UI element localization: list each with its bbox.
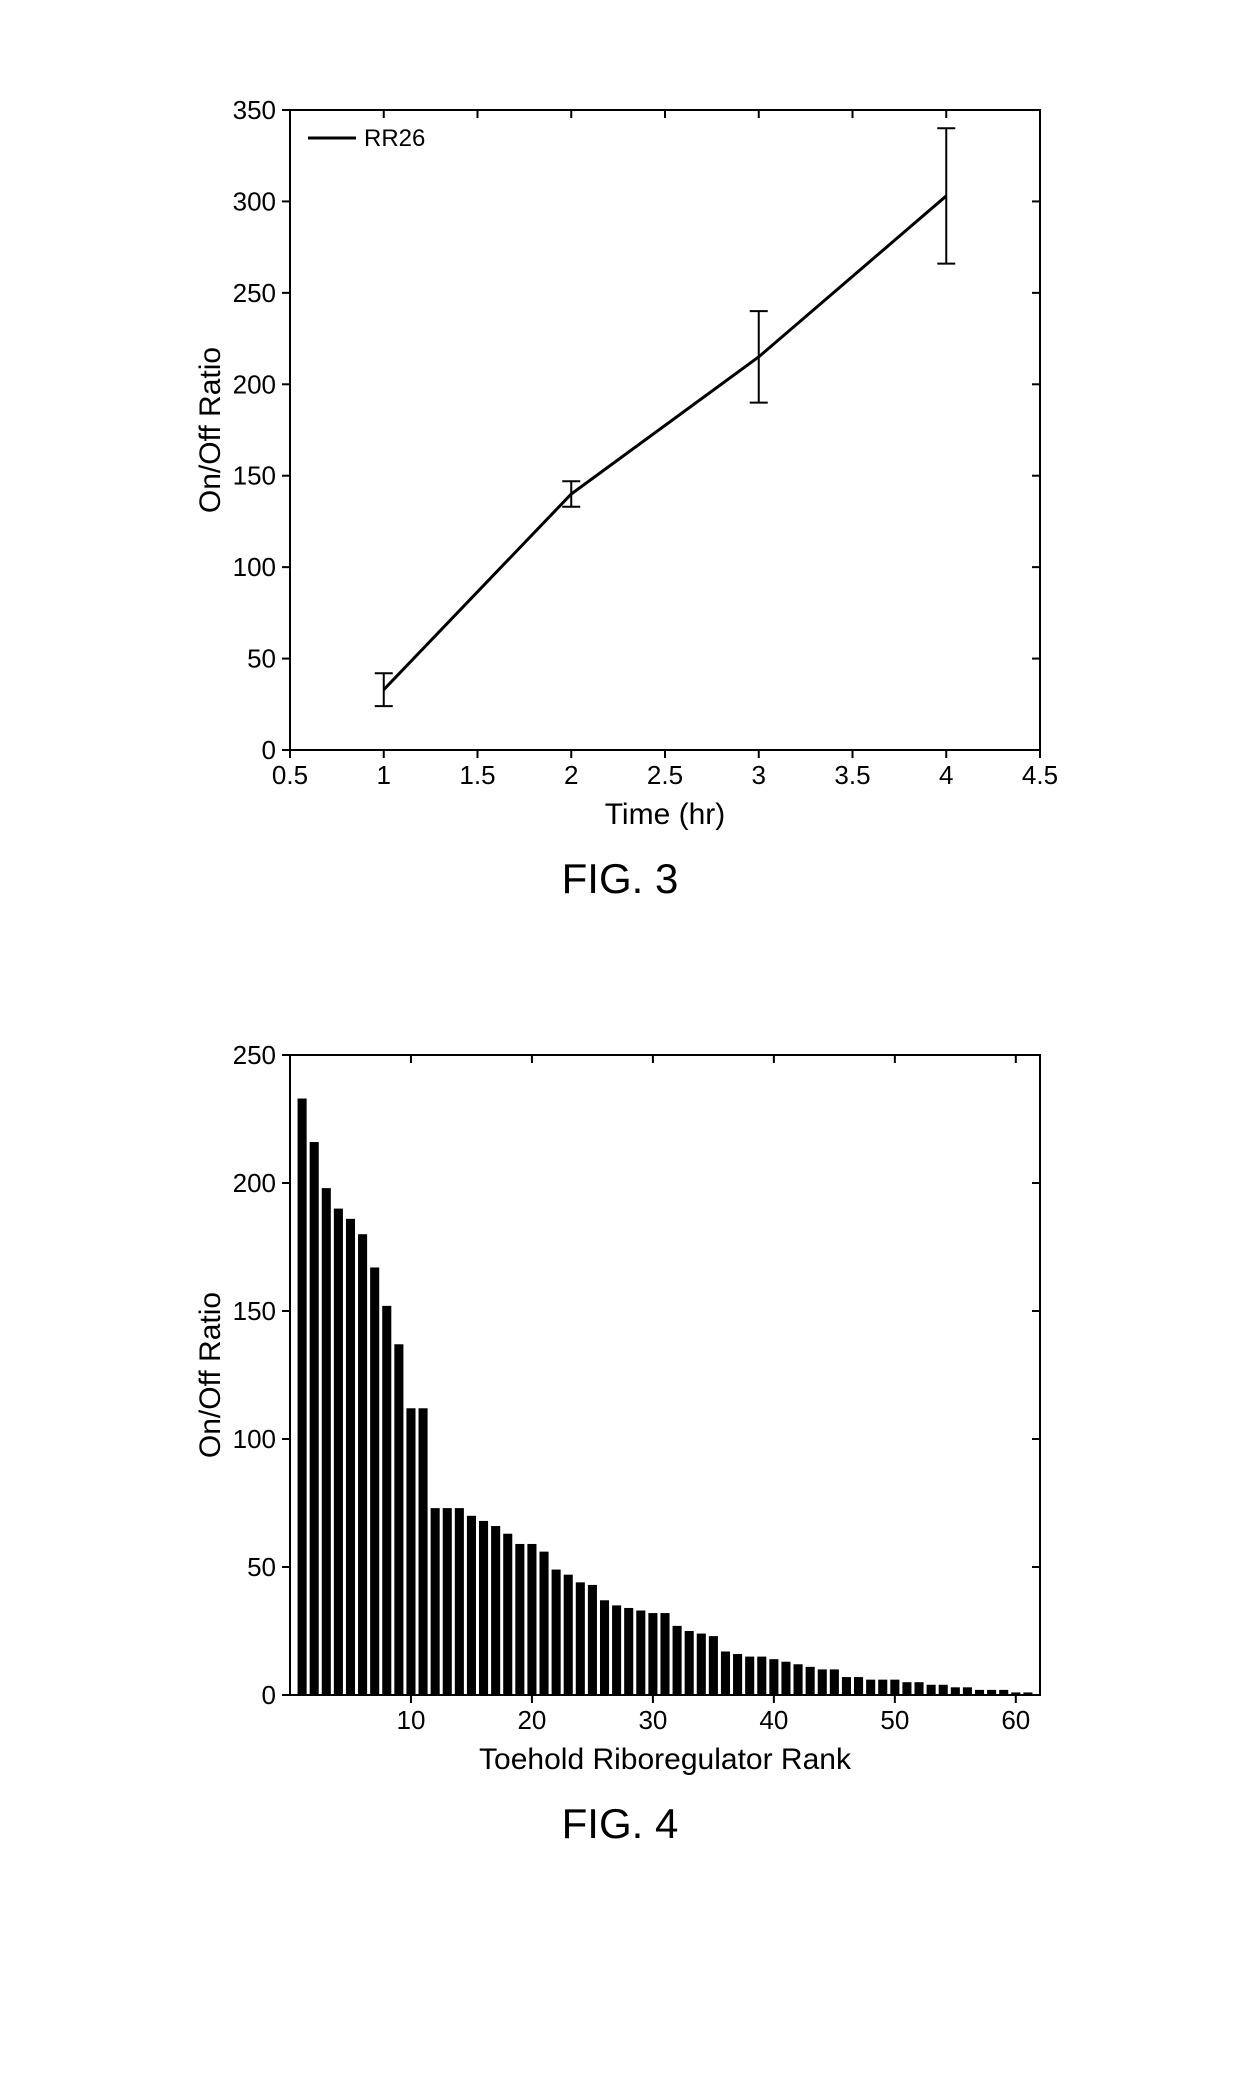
svg-text:30: 30 (638, 1705, 667, 1735)
svg-text:1.5: 1.5 (459, 760, 495, 790)
svg-text:250: 250 (233, 1040, 276, 1070)
fig3-title: FIG. 3 (180, 855, 1060, 903)
svg-text:20: 20 (517, 1705, 546, 1735)
svg-text:2.5: 2.5 (647, 760, 683, 790)
svg-text:100: 100 (233, 1424, 276, 1454)
svg-text:On/Off Ratio: On/Off Ratio (194, 347, 227, 513)
svg-text:200: 200 (233, 369, 276, 399)
fig3-chart: 0501001502002503003500.511.522.533.544.5… (180, 90, 1060, 850)
page: 0 50 100 150 200 250 300 350 0.5 1 1.5 2 2.5 3 3.5 4 4.5… (0, 0, 1240, 2083)
svg-text:3: 3 (752, 760, 766, 790)
svg-text:On/Off Ratio: On/Off Ratio (194, 1292, 227, 1458)
svg-text:Toehold Riboregulator Rank: Toehold Riboregulator Rank (479, 1743, 852, 1776)
svg-text:150: 150 (233, 461, 276, 491)
svg-text:50: 50 (247, 644, 276, 674)
svg-text:0.5: 0.5 (272, 760, 308, 790)
svg-text:Time (hr): Time (hr) (605, 798, 726, 831)
svg-text:2: 2 (564, 760, 578, 790)
svg-text:200: 200 (233, 1168, 276, 1198)
fig4-container: 0 50 100 150 200 250 10 20 30 40 50 60 On/Off Ratio T… (180, 1035, 1060, 1848)
svg-text:RR26: RR26 (364, 125, 425, 152)
svg-text:0: 0 (262, 1680, 276, 1710)
svg-text:4: 4 (939, 760, 953, 790)
svg-text:60: 60 (1001, 1705, 1030, 1735)
svg-text:50: 50 (247, 1552, 276, 1582)
svg-text:4.5: 4.5 (1022, 760, 1058, 790)
fig3-container: 0501001502002503003500.511.522.533.544.5… (180, 90, 1060, 903)
svg-text:1: 1 (377, 760, 391, 790)
svg-text:350: 350 (233, 95, 276, 125)
svg-text:3.5: 3.5 (834, 760, 870, 790)
fig4-title: FIG. 4 (180, 1800, 1060, 1848)
svg-text:50: 50 (880, 1705, 909, 1735)
svg-text:150: 150 (233, 1296, 276, 1326)
svg-text:100: 100 (233, 552, 276, 582)
svg-text:300: 300 (233, 186, 276, 216)
fig4-chart: 0 50 100 150 200 250 10 20 30 40 50 60 On/Off Ratio T… (180, 1035, 1060, 1795)
svg-text:40: 40 (759, 1705, 788, 1735)
svg-text:250: 250 (233, 278, 276, 308)
svg-text:10: 10 (397, 1705, 426, 1735)
